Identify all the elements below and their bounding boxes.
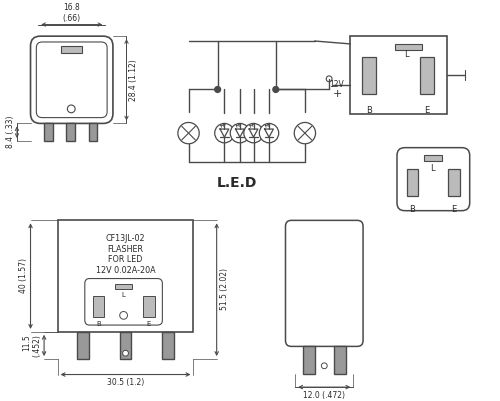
Bar — [362, 57, 376, 94]
Bar — [162, 332, 174, 359]
Circle shape — [260, 124, 278, 143]
Bar — [60, 46, 82, 53]
Circle shape — [230, 124, 250, 143]
FancyBboxPatch shape — [397, 148, 469, 211]
Text: 11.5
(.452): 11.5 (.452) — [22, 334, 41, 357]
FancyBboxPatch shape — [30, 36, 113, 124]
Bar — [350, 36, 448, 114]
Text: E: E — [146, 321, 151, 327]
Text: B: B — [366, 106, 372, 115]
Text: +: + — [333, 89, 342, 99]
Text: L: L — [404, 50, 409, 59]
Circle shape — [273, 87, 278, 92]
Circle shape — [214, 124, 234, 143]
Text: 12V: 12V — [329, 80, 344, 89]
Text: B: B — [410, 205, 416, 214]
Text: FLASHER: FLASHER — [108, 245, 144, 253]
Text: 12V 0.02A-20A: 12V 0.02A-20A — [96, 266, 156, 275]
Text: 30.5 (1.2): 30.5 (1.2) — [107, 379, 144, 387]
Circle shape — [122, 350, 128, 356]
Text: B: B — [96, 321, 101, 327]
Circle shape — [214, 87, 220, 92]
Bar — [303, 346, 314, 374]
Bar — [334, 346, 345, 374]
Text: L: L — [122, 292, 126, 298]
Text: L: L — [430, 164, 435, 173]
Circle shape — [326, 76, 332, 82]
Text: 8.4 (.33): 8.4 (.33) — [6, 116, 15, 148]
Bar — [58, 221, 194, 332]
Bar — [77, 332, 88, 359]
Text: CF13JL-02: CF13JL-02 — [106, 234, 146, 243]
Circle shape — [178, 122, 199, 144]
FancyBboxPatch shape — [286, 221, 363, 346]
Circle shape — [244, 124, 263, 143]
Text: E: E — [452, 205, 457, 214]
Text: L.E.D: L.E.D — [217, 176, 257, 190]
Text: FOR LED: FOR LED — [108, 255, 142, 264]
FancyBboxPatch shape — [85, 279, 162, 325]
Text: 12.0 (.472): 12.0 (.472) — [304, 391, 346, 400]
Text: 16.8
(.66): 16.8 (.66) — [62, 3, 80, 22]
Bar — [406, 169, 418, 196]
Bar — [420, 57, 434, 94]
Bar — [115, 284, 132, 289]
Bar — [120, 332, 132, 359]
Circle shape — [120, 312, 128, 319]
Bar — [44, 124, 53, 141]
Text: 51.5 (2.02): 51.5 (2.02) — [220, 268, 228, 310]
Bar — [395, 44, 422, 50]
Text: 28.4 (1.12): 28.4 (1.12) — [130, 59, 138, 101]
Circle shape — [68, 105, 75, 113]
Text: E: E — [424, 106, 430, 115]
Circle shape — [322, 363, 327, 369]
Bar — [88, 124, 98, 141]
Bar — [143, 296, 154, 317]
FancyBboxPatch shape — [36, 42, 107, 117]
Text: 40 (1.57): 40 (1.57) — [18, 258, 28, 293]
Bar — [92, 296, 104, 317]
Bar — [66, 124, 75, 141]
Bar — [448, 169, 460, 196]
Circle shape — [294, 122, 316, 144]
Bar — [424, 156, 442, 161]
